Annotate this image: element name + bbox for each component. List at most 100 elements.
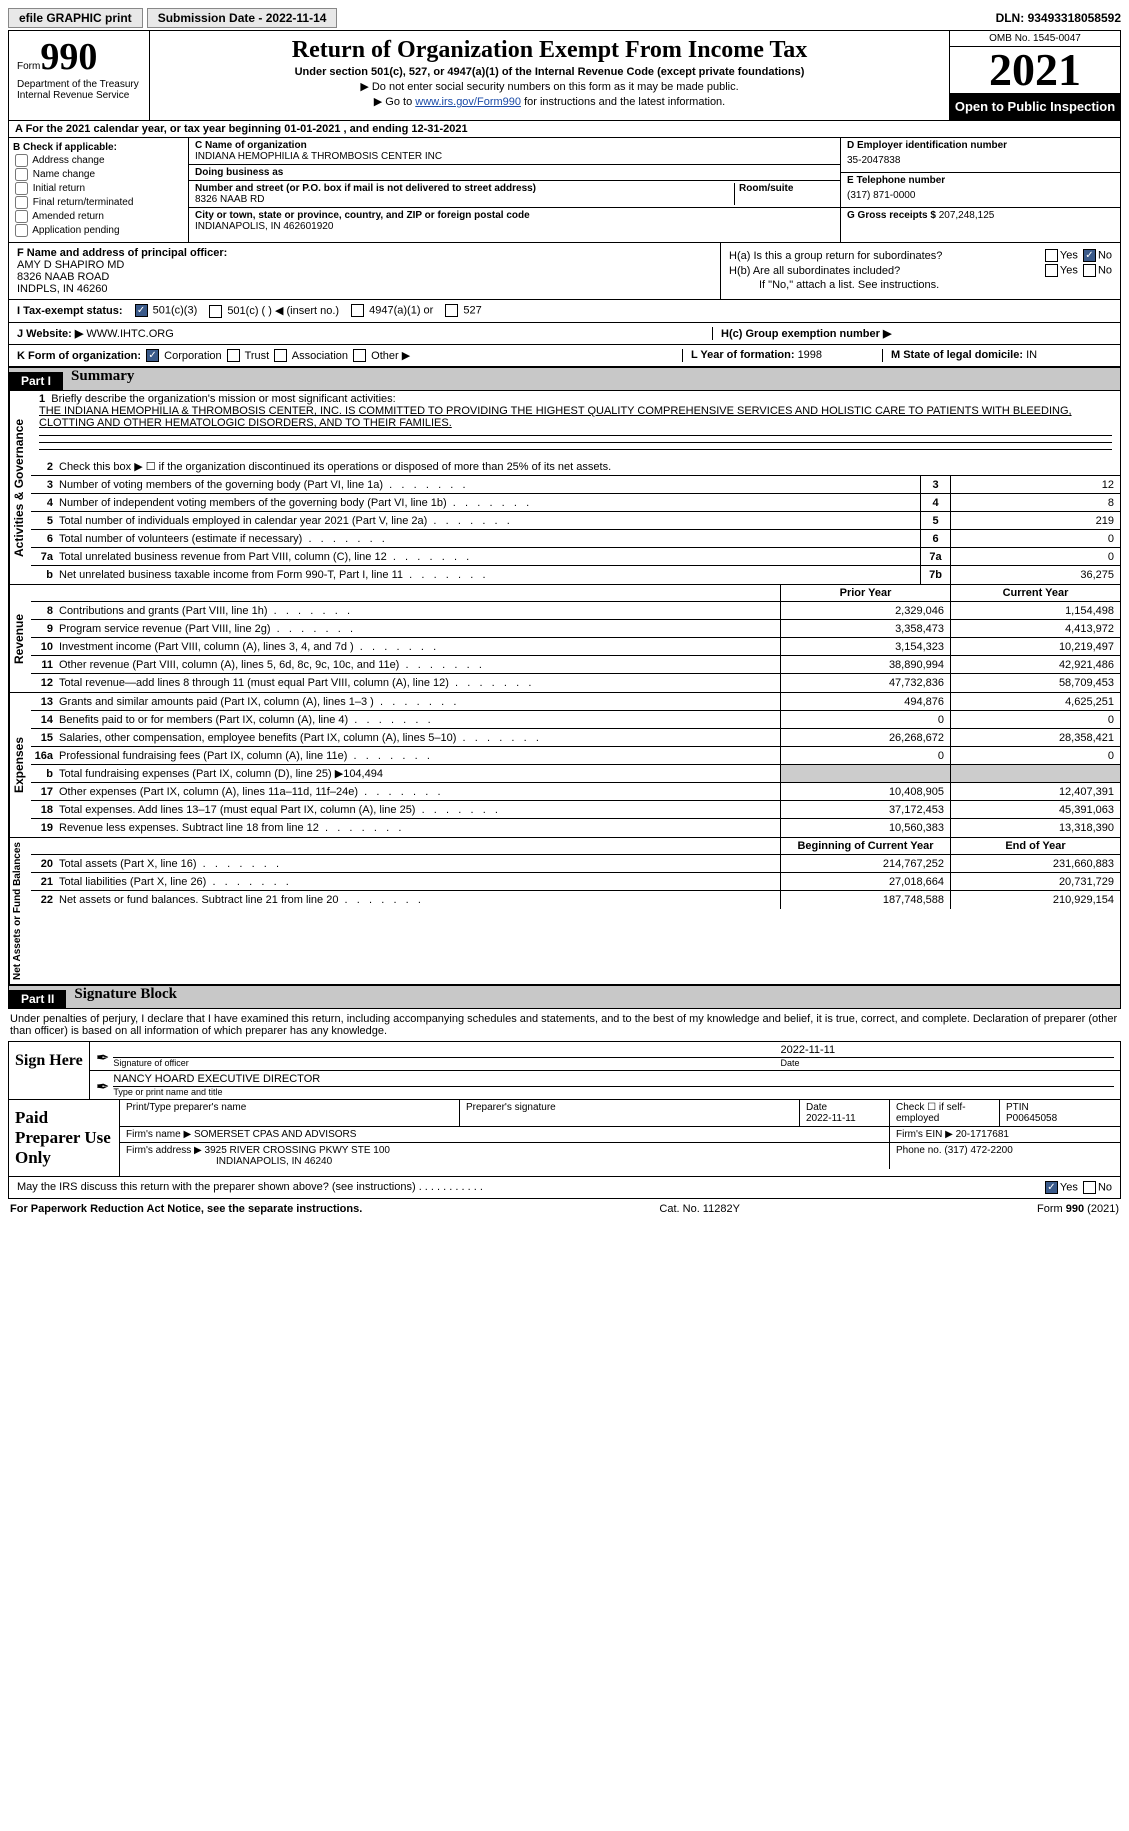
summary-line: 21Total liabilities (Part X, line 26)27,… (31, 873, 1120, 891)
ein-value: 35-2047838 (847, 151, 1114, 170)
cb-final-return[interactable]: Final return/terminated (13, 196, 184, 209)
col-c: C Name of organization INDIANA HEMOPHILI… (189, 138, 840, 242)
summary-line: 6Total number of volunteers (estimate if… (31, 530, 1120, 548)
pen-icon: ✒ (96, 1048, 109, 1068)
firm-addr-label: Firm's address ▶ (126, 1145, 205, 1156)
col-d: D Employer identification number 35-2047… (840, 138, 1120, 242)
room-label: Room/suite (739, 183, 834, 194)
col-b: B Check if applicable: Address change Na… (9, 138, 189, 242)
ha-yes-box[interactable] (1045, 249, 1058, 262)
phone-value: (317) 871-0000 (847, 186, 1114, 205)
cb-corp[interactable] (146, 349, 159, 362)
firm-ein-label: Firm's EIN ▶ (896, 1129, 956, 1140)
ha-yesno: Yes No (1043, 249, 1112, 262)
col-b-header: B Check if applicable: (13, 142, 184, 153)
prep-date-label: Date (806, 1102, 827, 1113)
cb-501c3[interactable] (135, 304, 148, 317)
form-subtitle: Under section 501(c), 527, or 4947(a)(1)… (154, 66, 945, 78)
efile-button[interactable]: efile GRAPHIC print (8, 8, 143, 28)
form-title: Return of Organization Exempt From Incom… (154, 37, 945, 64)
summary-line: 19Revenue less expenses. Subtract line 1… (31, 819, 1120, 837)
mission-text: THE INDIANA HEMOPHILIA & THROMBOSIS CENT… (39, 405, 1072, 429)
summary-line: 5Total number of individuals employed in… (31, 512, 1120, 530)
dba-label: Doing business as (195, 167, 834, 178)
inspection-notice: Open to Public Inspection (950, 93, 1120, 120)
summary-line: 7aTotal unrelated business revenue from … (31, 548, 1120, 566)
addr-label: Number and street (or P.O. box if mail i… (195, 183, 734, 194)
sig-officer-label: Signature of officer (113, 1058, 188, 1068)
sign-here-label: Sign Here (9, 1042, 89, 1099)
summary-line: 9Program service revenue (Part VIII, lin… (31, 620, 1120, 638)
firm-ein: 20-1717681 (956, 1129, 1009, 1140)
firm-phone-label: Phone no. (896, 1145, 944, 1156)
col-h: H(a) Is this a group return for subordin… (720, 243, 1120, 299)
paid-preparer-block: Paid Preparer Use Only Print/Type prepar… (8, 1100, 1121, 1177)
form-header: Form990 Department of the Treasury Inter… (8, 30, 1121, 121)
summary-line: 13Grants and similar amounts paid (Part … (31, 693, 1120, 711)
summary-line: 12Total revenue—add lines 8 through 11 (… (31, 674, 1120, 692)
cb-amended[interactable]: Amended return (13, 210, 184, 223)
cb-4947[interactable] (351, 304, 364, 317)
cb-initial-return[interactable]: Initial return (13, 182, 184, 195)
irs-discuss-row: May the IRS discuss this return with the… (8, 1177, 1121, 1199)
part2-title: Signature Block (66, 986, 1120, 1008)
cb-527[interactable] (445, 304, 458, 317)
cb-501c[interactable] (209, 305, 222, 318)
gross-value: 207,248,125 (939, 210, 995, 221)
m-label: M State of legal domicile: (891, 349, 1026, 361)
l-value: 1998 (798, 349, 822, 361)
submission-date-button[interactable]: Submission Date - 2022-11-14 (147, 8, 338, 28)
col-f: F Name and address of principal officer:… (9, 243, 720, 299)
hb-no-box[interactable] (1083, 264, 1096, 277)
section-klm: K Form of organization: Corporation Trus… (8, 345, 1121, 368)
hb-note: If "No," attach a list. See instructions… (729, 279, 1112, 291)
officer-addr1: 8326 NAAB ROAD (17, 271, 712, 283)
irs-yes-box[interactable] (1045, 1181, 1058, 1194)
hb-yes-box[interactable] (1045, 264, 1058, 277)
cb-other[interactable] (353, 349, 366, 362)
vlabel-governance: Activities & Governance (9, 391, 31, 584)
cb-assoc[interactable] (274, 349, 287, 362)
cb-address-change[interactable]: Address change (13, 154, 184, 167)
irs-no-box[interactable] (1083, 1181, 1096, 1194)
l-label: L Year of formation: (691, 349, 798, 361)
ha-no-box[interactable] (1083, 249, 1096, 262)
summary-line: bTotal fundraising expenses (Part IX, co… (31, 765, 1120, 783)
cb-name-change[interactable]: Name change (13, 168, 184, 181)
vlabel-netassets: Net Assets or Fund Balances (9, 838, 31, 984)
mission-block: 1 Briefly describe the organization's mi… (31, 391, 1120, 458)
section-i: I Tax-exempt status: 501(c)(3) 501(c) ( … (8, 300, 1121, 323)
form-id-block: Form990 Department of the Treasury Inter… (9, 31, 149, 120)
begin-year-hdr: Beginning of Current Year (780, 838, 950, 854)
paid-preparer-label: Paid Preparer Use Only (9, 1100, 119, 1176)
summary-line: 14Benefits paid to or for members (Part … (31, 711, 1120, 729)
cb-app-pending[interactable]: Application pending (13, 224, 184, 237)
note-ssn: ▶ Do not enter social security numbers o… (154, 80, 945, 93)
form-label: Form (17, 61, 40, 72)
city-label: City or town, state or province, country… (195, 210, 834, 221)
vlabel-revenue: Revenue (9, 585, 31, 692)
cb-trust[interactable] (227, 349, 240, 362)
gross-label: G Gross receipts $ (847, 210, 939, 221)
irs-link[interactable]: www.irs.gov/Form990 (415, 96, 521, 108)
check-self-employed[interactable]: Check ☐ if self-employed (896, 1102, 966, 1124)
note-link: ▶ Go to www.irs.gov/Form990 for instruct… (154, 95, 945, 108)
ha-label: H(a) Is this a group return for subordin… (729, 250, 942, 262)
summary-line: 22Net assets or fund balances. Subtract … (31, 891, 1120, 909)
footer-right: Form 990 (2021) (1037, 1203, 1119, 1215)
summary-line: 3Number of voting members of the governi… (31, 476, 1120, 494)
firm-name-label: Firm's name ▶ (126, 1129, 194, 1140)
officer-addr2: INDPLS, IN 46260 (17, 283, 712, 295)
officer-name: AMY D SHAPIRO MD (17, 259, 712, 271)
ein-label: D Employer identification number (847, 140, 1114, 151)
footer: For Paperwork Reduction Act Notice, see … (8, 1199, 1121, 1219)
submission-label: Submission Date - (158, 11, 266, 25)
footer-left: For Paperwork Reduction Act Notice, see … (10, 1203, 362, 1215)
name-title-label: Type or print name and title (113, 1087, 222, 1097)
sign-here-block: Sign Here ✒ Signature of officer 2022-11… (8, 1041, 1121, 1100)
summary-line: 16aProfessional fundraising fees (Part I… (31, 747, 1120, 765)
hc-label: H(c) Group exemption number ▶ (721, 328, 891, 340)
year-block: OMB No. 1545-0047 2021 Open to Public In… (950, 31, 1120, 120)
summary-governance: Activities & Governance 1 Briefly descri… (8, 391, 1121, 585)
firm-phone: (317) 472-2200 (944, 1145, 1012, 1156)
